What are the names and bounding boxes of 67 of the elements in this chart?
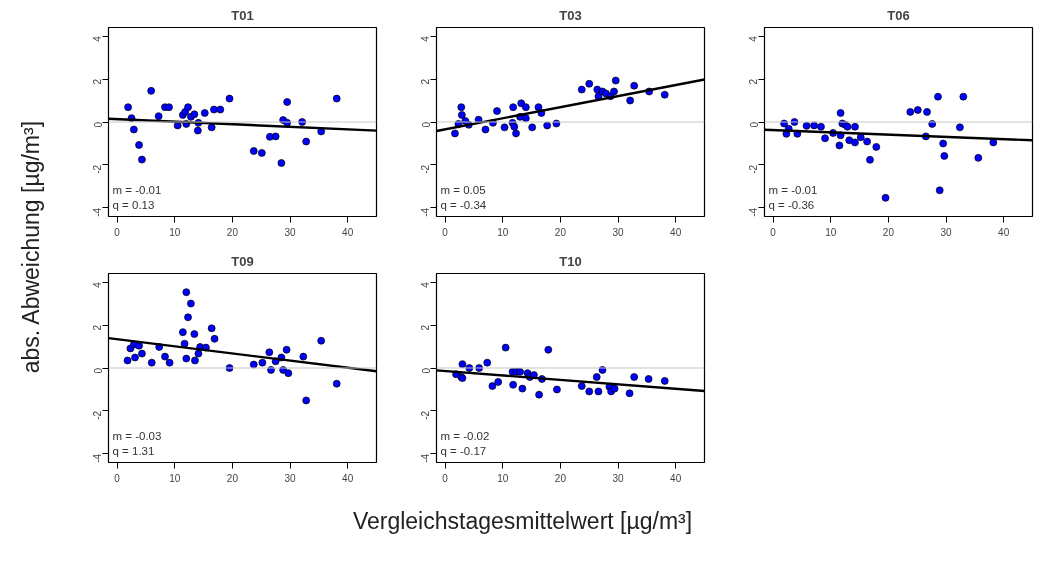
y-tick-label: -2 — [420, 164, 432, 174]
y-tick-label: -2 — [92, 164, 104, 174]
x-tick-label: 20 — [226, 226, 239, 238]
x-tick-label: 30 — [940, 226, 953, 238]
x-tick-label: 20 — [554, 226, 567, 238]
y-tick-label: -4 — [420, 453, 432, 463]
x-tick-label: 40 — [670, 472, 682, 484]
y-tick-label: 2 — [92, 324, 104, 331]
y-tick-label: 0 — [92, 121, 104, 128]
x-axis-title: Vergleichstagesmittelwert [µg/m³] — [352, 507, 693, 534]
y-axis-title: abs. Abweichung [µg/m³] — [17, 120, 44, 374]
x-tick-label: 30 — [284, 226, 297, 238]
annotation: q = 0.13 — [112, 198, 155, 211]
y-tick-label: -4 — [92, 453, 104, 463]
x-tick-label: 30 — [612, 226, 625, 238]
annotation: m = -0.02 — [440, 429, 490, 442]
y-tick-label: 2 — [420, 324, 432, 331]
x-tick-label: 20 — [882, 226, 895, 238]
y-tick-label: -4 — [420, 207, 432, 217]
y-tick-label: -4 — [748, 207, 760, 217]
annotation: q = -0.36 — [768, 198, 815, 211]
y-tick-label: -2 — [748, 164, 760, 174]
y-tick-label: 0 — [92, 367, 104, 374]
y-tick-label: 4 — [420, 281, 432, 288]
chart-title: T03 — [559, 7, 582, 23]
chart-title: T01 — [231, 7, 254, 23]
x-tick-label: 0 — [442, 472, 449, 484]
chart-title: T10 — [559, 253, 582, 269]
y-tick-label: -2 — [92, 410, 104, 420]
x-tick-label: 20 — [226, 472, 239, 484]
x-tick-label: 30 — [284, 472, 297, 484]
x-tick-label: 10 — [825, 226, 837, 238]
y-tick-label: 0 — [420, 121, 432, 128]
annotation: q = 1.31 — [112, 444, 155, 457]
x-tick-label: 10 — [497, 472, 509, 484]
y-tick-label: 2 — [420, 78, 432, 85]
x-tick-label: 10 — [169, 226, 181, 238]
annotation: q = -0.17 — [440, 444, 487, 457]
y-tick-label: 4 — [92, 35, 104, 42]
annotation: m = -0.03 — [112, 429, 162, 442]
x-tick-label: 40 — [670, 226, 682, 238]
x-tick-label: 0 — [442, 226, 449, 238]
y-tick-label: 0 — [748, 121, 760, 128]
chart-title: T09 — [231, 253, 254, 269]
y-tick-label: 2 — [748, 78, 760, 85]
x-tick-label: 20 — [554, 472, 567, 484]
x-tick-label: 0 — [114, 226, 121, 238]
x-tick-label: 0 — [770, 226, 777, 238]
y-tick-label: 4 — [420, 35, 432, 42]
y-tick-label: -4 — [92, 207, 104, 217]
x-tick-label: 40 — [342, 472, 354, 484]
x-tick-label: 10 — [169, 472, 181, 484]
x-tick-label: 0 — [114, 472, 121, 484]
annotation: m = -0.01 — [768, 183, 818, 196]
annotation: m = 0.05 — [440, 183, 486, 196]
y-tick-label: 2 — [92, 78, 104, 85]
chart-title: T06 — [887, 7, 910, 23]
x-tick-label: 30 — [612, 472, 625, 484]
x-tick-label: 10 — [497, 226, 509, 238]
y-tick-label: -2 — [420, 410, 432, 420]
annotation: q = -0.34 — [440, 198, 487, 211]
y-tick-label: 4 — [92, 281, 104, 288]
x-tick-label: 40 — [342, 226, 354, 238]
y-tick-label: 0 — [420, 367, 432, 374]
x-tick-label: 40 — [998, 226, 1010, 238]
annotation: m = -0.01 — [112, 183, 162, 196]
y-tick-label: 4 — [748, 35, 760, 42]
